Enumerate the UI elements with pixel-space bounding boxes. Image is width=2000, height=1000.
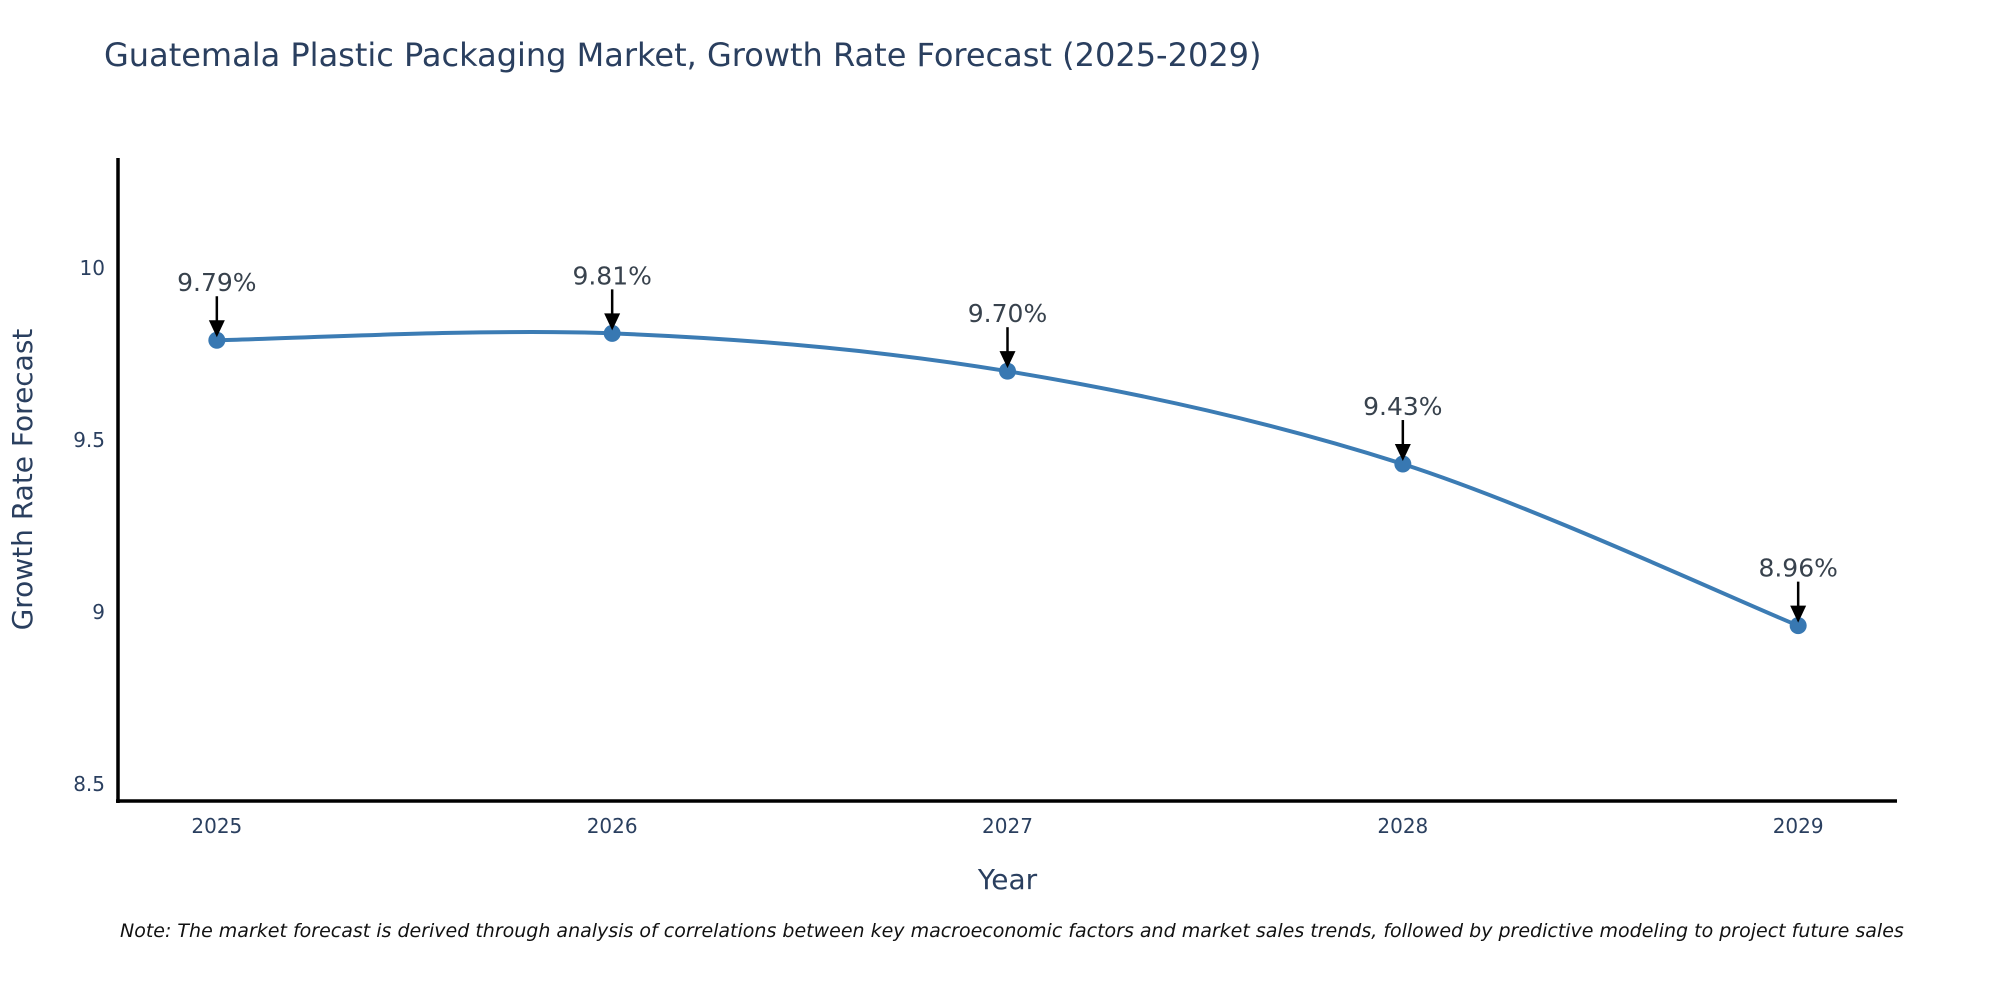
- annotation-arrowhead-icon: [1790, 605, 1807, 623]
- data-point-marker[interactable]: [603, 324, 621, 342]
- annotation-arrowhead-icon: [999, 351, 1016, 369]
- data-point-marker[interactable]: [999, 362, 1016, 380]
- y-tick-label: 9.5: [73, 428, 105, 452]
- data-point-marker[interactable]: [208, 331, 226, 349]
- x-tick-label: 2029: [1773, 814, 1824, 838]
- annotation-arrowhead-icon: [208, 320, 225, 338]
- x-tick-label: 2026: [587, 814, 638, 838]
- y-tick-label: 9: [92, 600, 105, 624]
- y-tick-label: 10: [80, 256, 105, 280]
- y-tick-label: 8.5: [73, 772, 105, 796]
- x-tick-label: 2028: [1377, 814, 1428, 838]
- annotation-label: 8.96%: [1758, 554, 1837, 583]
- x-tick-label: 2025: [191, 814, 242, 838]
- chart-footnote: Note: The market forecast is derived thr…: [120, 920, 1904, 942]
- annotation-arrowhead-icon: [604, 313, 621, 331]
- annotation-label: 9.43%: [1363, 392, 1442, 421]
- data-point-marker[interactable]: [1789, 617, 1807, 635]
- annotation-arrowhead-icon: [1394, 444, 1411, 462]
- annotation-label: 9.81%: [572, 261, 651, 290]
- y-axis-title: Growth Rate Forecast: [6, 329, 39, 631]
- annotation-label: 9.79%: [177, 268, 256, 297]
- x-axis-title: Year: [977, 863, 1038, 896]
- data-point-marker[interactable]: [1394, 455, 1412, 473]
- annotation-label: 9.70%: [968, 299, 1047, 328]
- chart-title: Guatemala Plastic Packaging Market, Grow…: [104, 36, 1262, 74]
- x-tick-label: 2027: [982, 814, 1033, 838]
